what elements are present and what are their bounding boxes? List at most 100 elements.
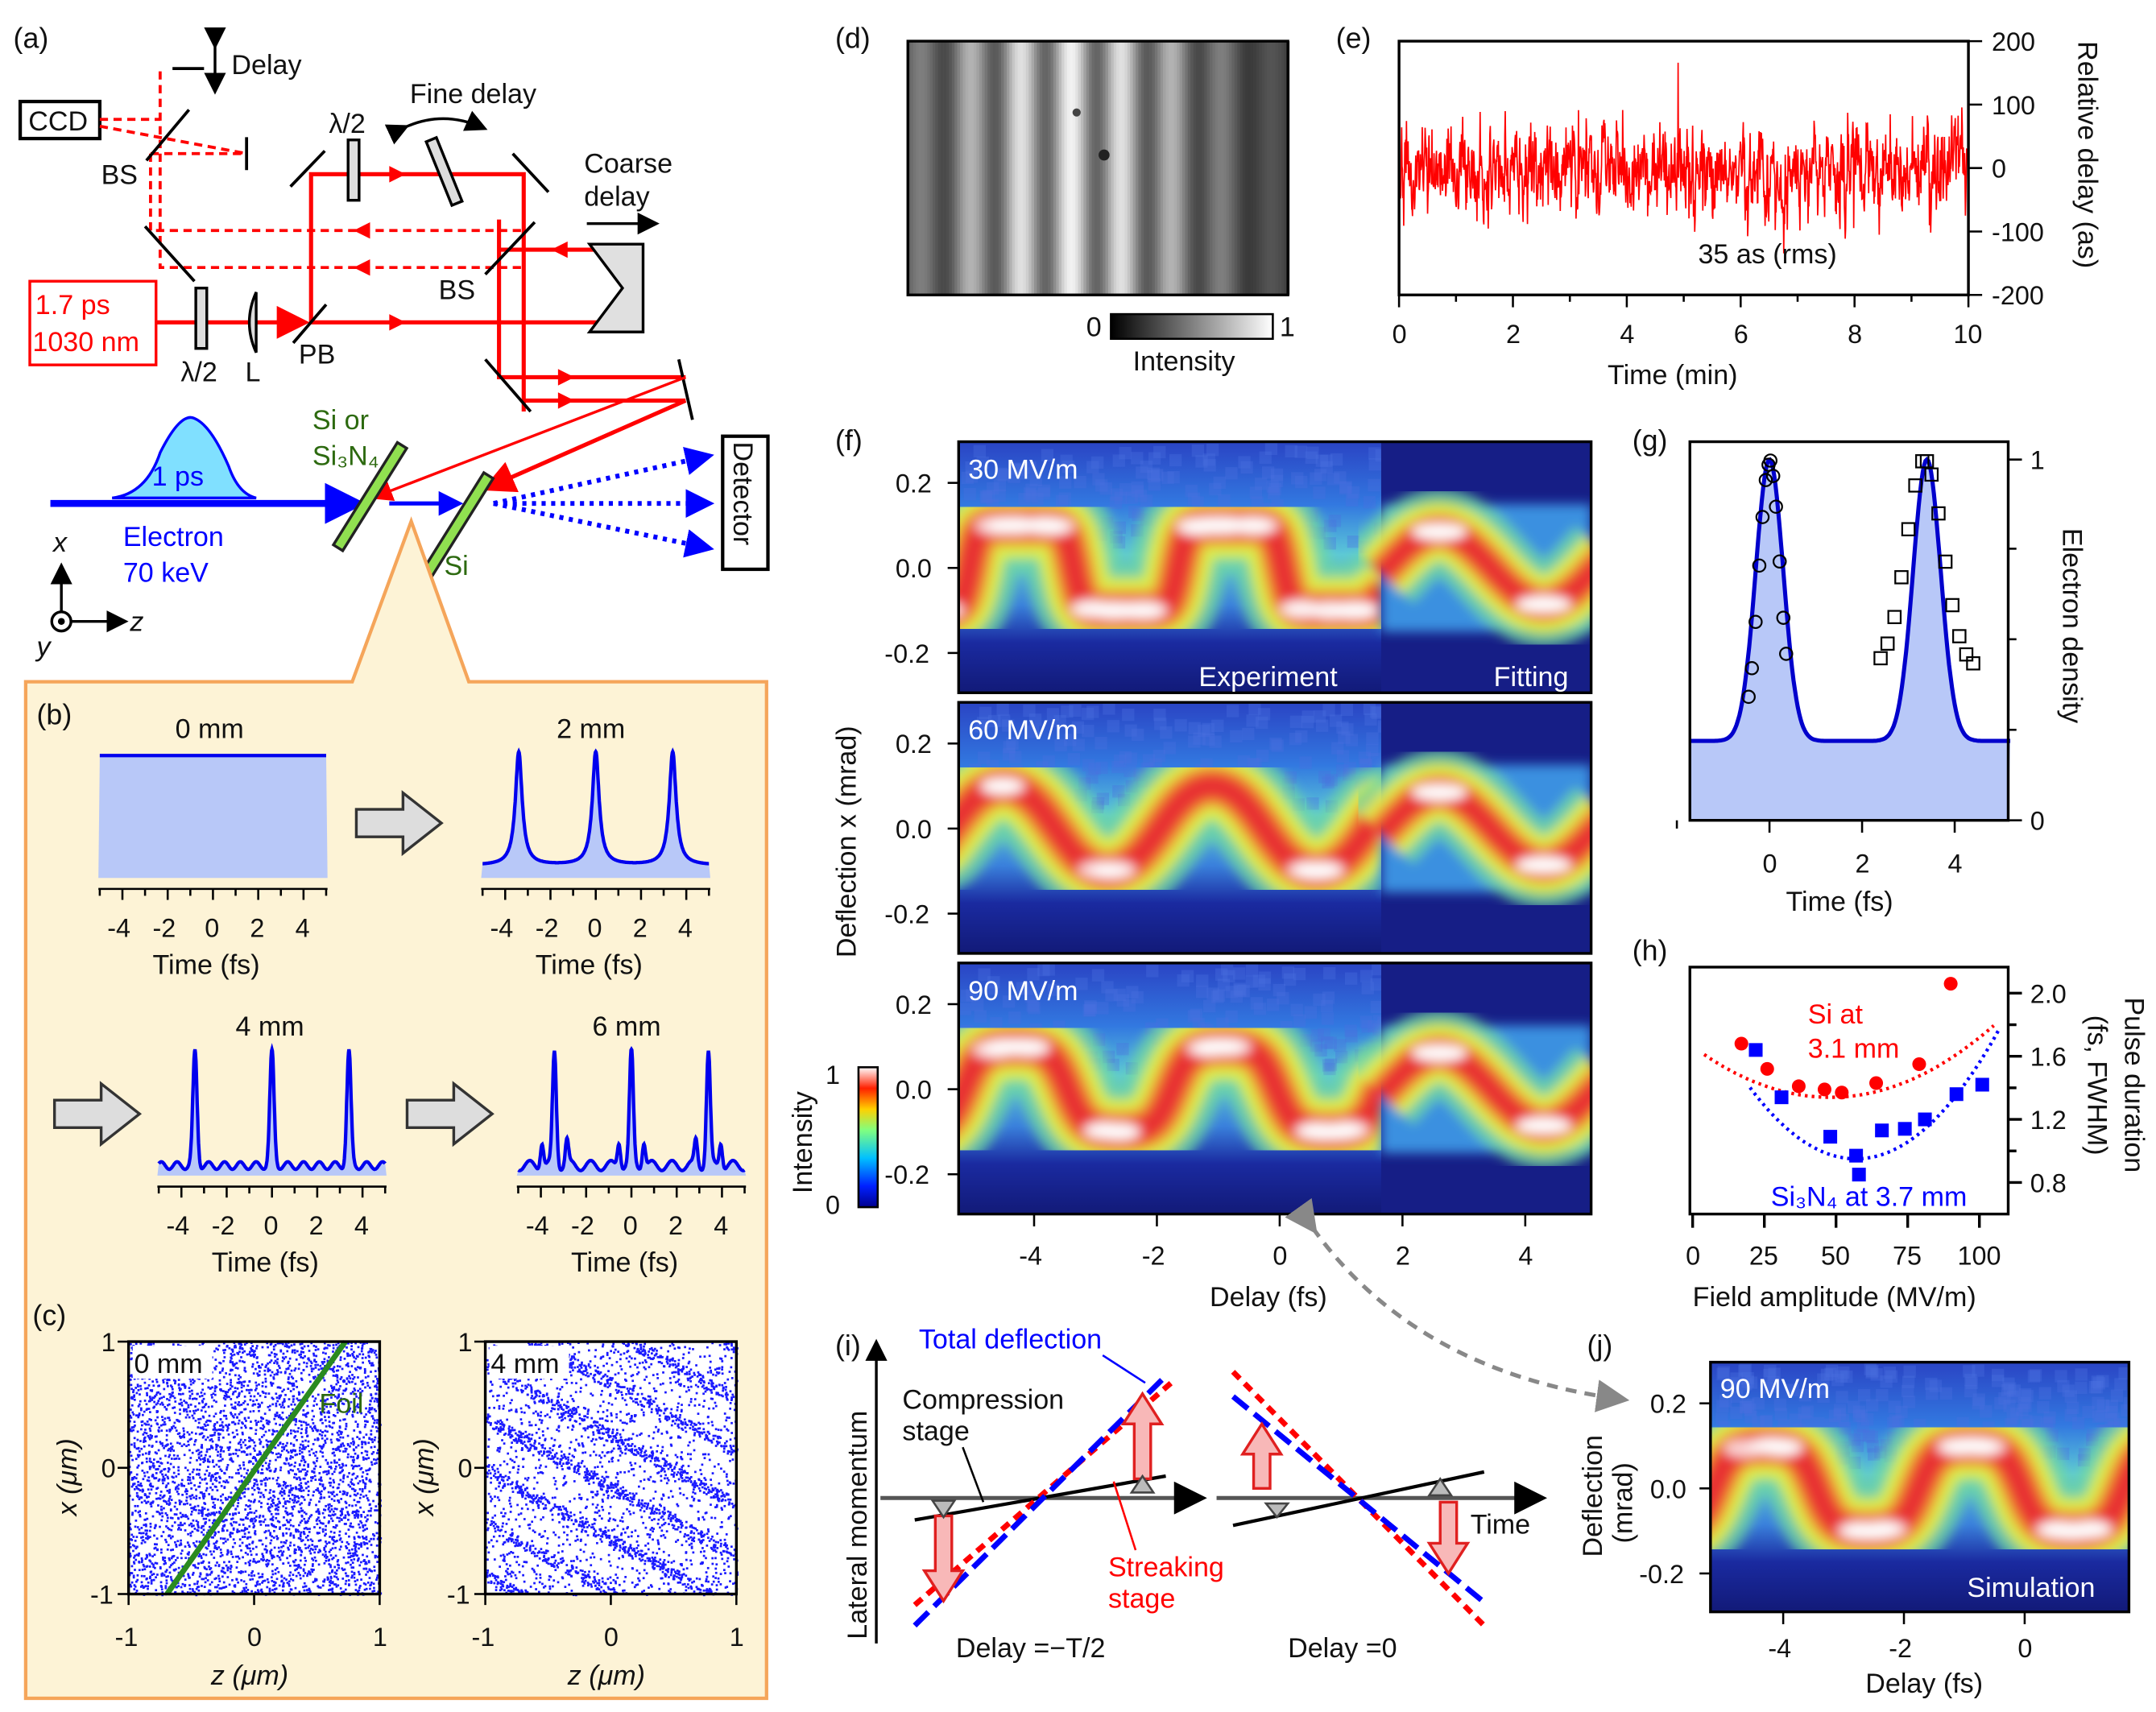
electron-dot [222,1359,225,1363]
electron-dot [169,1509,172,1512]
electron-dot [145,1423,147,1426]
electron-dot [332,1344,335,1346]
electron-dot [208,1414,211,1417]
electron-dot [334,1583,337,1586]
electron-dot [329,1405,332,1408]
electron-dot [531,1520,534,1524]
electron-dot [175,1475,178,1478]
electron-dot [287,1360,290,1363]
electron-dot [631,1433,635,1436]
electron-dot [354,1342,357,1345]
electron-dot [249,1559,252,1562]
electron-dot [368,1407,371,1409]
electron-dot [333,1499,336,1503]
electron-dot [670,1561,673,1564]
electron-dot [273,1495,276,1499]
electron-dot [149,1525,152,1528]
electron-dot [271,1554,275,1557]
electron-dot [352,1461,355,1464]
electron-dot [288,1372,292,1375]
electron-dot [321,1395,325,1397]
electron-dot [213,1399,216,1402]
electron-dot [131,1411,134,1414]
electron-dot [332,1388,335,1392]
electron-dot [155,1403,158,1406]
electron-dot [246,1447,249,1449]
electron-dot [136,1553,139,1557]
electron-dot [271,1505,274,1507]
electron-dot [167,1516,169,1520]
electron-dot [237,1468,240,1471]
electron-dot [284,1393,287,1396]
electron-dot [213,1393,217,1396]
electron-dot [330,1504,333,1507]
electron-dot [323,1408,325,1411]
electron-dot [238,1359,242,1363]
electron-dot [278,1584,281,1587]
electron-dot [238,1545,242,1548]
electron-dot [146,1556,148,1559]
electron-dot [189,1404,192,1406]
electron-dot [346,1346,348,1349]
electron-dot [293,1505,296,1508]
electron-dot [324,1346,327,1350]
electron-dot [205,1577,207,1580]
electron-dot [191,1507,193,1510]
electron-dot [152,1578,155,1582]
electron-dot [137,1483,140,1487]
electron-dot [309,1499,312,1501]
electron-dot [349,1354,352,1357]
electron-dot [167,1477,170,1480]
electron-dot [270,1512,273,1516]
electron-dot [289,1412,292,1415]
electron-dot [263,1478,266,1481]
electron-dot [318,1526,321,1529]
electron-dot [331,1547,334,1550]
electron-dot [158,1511,161,1515]
electron-dot [586,1526,589,1528]
electron-dot [290,1369,293,1372]
electron-dot [303,1464,305,1467]
x-axis-title: z (μm) [210,1660,288,1691]
electron-dot [169,1495,172,1498]
electron-dot [365,1573,367,1576]
electron-dot [366,1555,369,1558]
electron-dot [348,1584,350,1586]
electron-dot [246,1384,250,1387]
electron-dot [314,1578,317,1581]
electron-dot [129,1523,131,1525]
electron-dot [211,1474,214,1477]
electron-dot [304,1520,308,1524]
electron-dot [151,1464,155,1467]
electron-dot [177,1466,180,1469]
electron-dot [246,1517,249,1520]
electron-dot [275,1567,279,1569]
electron-dot [333,1461,336,1464]
electron-dot [358,1396,361,1400]
electron-dot [219,1418,222,1421]
electron-dot [156,1410,159,1413]
electron-dot [195,1495,198,1498]
electron-dot [261,1385,264,1387]
electron-dot [542,1399,545,1402]
electron-dot [213,1431,217,1434]
electron-dot [155,1435,158,1438]
electron-dot [217,1564,221,1566]
electron-dot [511,1481,514,1484]
electron-dot [372,1499,375,1503]
electron-dot [372,1380,375,1383]
electron-dot [329,1466,333,1468]
electron-dot [732,1449,735,1452]
electron-dot [213,1547,217,1549]
electron-dot [271,1371,274,1374]
electron-dot [275,1578,279,1581]
electron-dot [140,1527,143,1529]
electron-dot [298,1565,300,1568]
electron-dot [168,1419,172,1422]
electron-dot [336,1540,338,1542]
electron-dot [176,1557,179,1559]
electron-dot [269,1374,272,1377]
electron-dot [312,1375,315,1379]
electron-dot [250,1511,253,1514]
electron-dot [293,1403,296,1406]
